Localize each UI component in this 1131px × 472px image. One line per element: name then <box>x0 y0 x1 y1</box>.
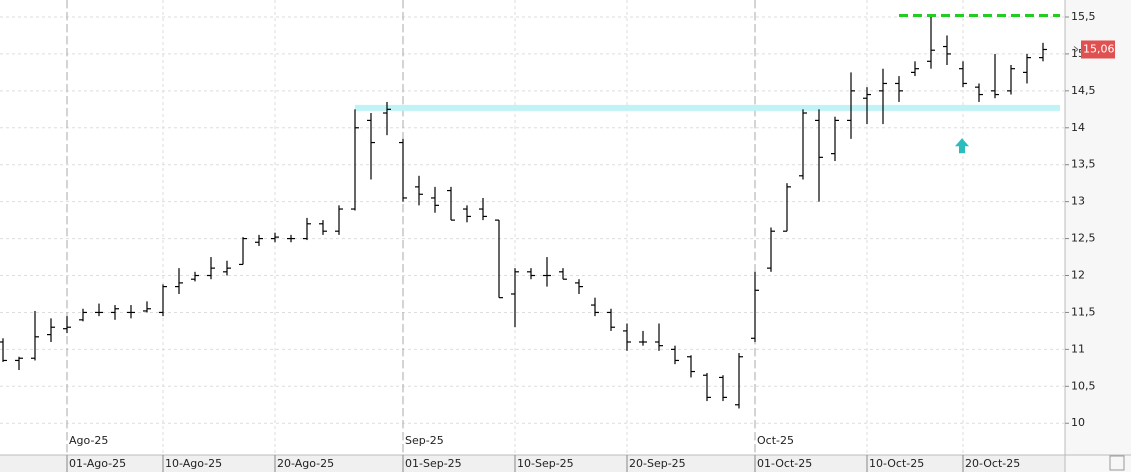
x-tick-label: 01-Oct-25 <box>757 457 812 470</box>
y-tick-label: 14,5 <box>1071 84 1096 97</box>
y-tick-label: 12,5 <box>1071 232 1096 245</box>
y-tick-label: 10,5 <box>1071 379 1096 392</box>
month-label: Oct-25 <box>757 434 794 447</box>
y-tick-label: 13,5 <box>1071 158 1096 171</box>
x-tick-label: 10-Ago-25 <box>165 457 222 470</box>
y-tick-label: 11 <box>1071 342 1085 355</box>
x-tick-label: 10-Oct-25 <box>869 457 924 470</box>
y-tick-label: 14 <box>1071 121 1085 134</box>
last-price-box <box>1081 40 1115 59</box>
x-tick-label: 20-Oct-25 <box>965 457 1020 470</box>
x-tick-label: 20-Ago-25 <box>277 457 334 470</box>
x-tick-label: 10-Sep-25 <box>517 457 574 470</box>
y-tick-label: 12 <box>1071 269 1085 282</box>
y-tick-label: 13 <box>1071 195 1085 208</box>
y-tick-label: 15,5 <box>1071 10 1096 23</box>
last-price-pointer <box>1073 46 1079 53</box>
last-price-label: 15,06 <box>1083 42 1115 55</box>
y-axis-band <box>1065 0 1131 472</box>
x-tick-label: 01-Ago-25 <box>69 457 126 470</box>
corner-icon <box>1109 455 1125 471</box>
y-tick-label: 11,5 <box>1071 305 1096 318</box>
x-tick-label: 20-Sep-25 <box>629 457 686 470</box>
up-arrow <box>955 138 969 154</box>
month-label: Ago-25 <box>69 434 108 447</box>
x-tick-label: 01-Sep-25 <box>405 457 462 470</box>
y-tick-label: 10 <box>1071 416 1085 429</box>
month-label: Sep-25 <box>405 434 444 447</box>
x-axis-band <box>0 455 1131 472</box>
